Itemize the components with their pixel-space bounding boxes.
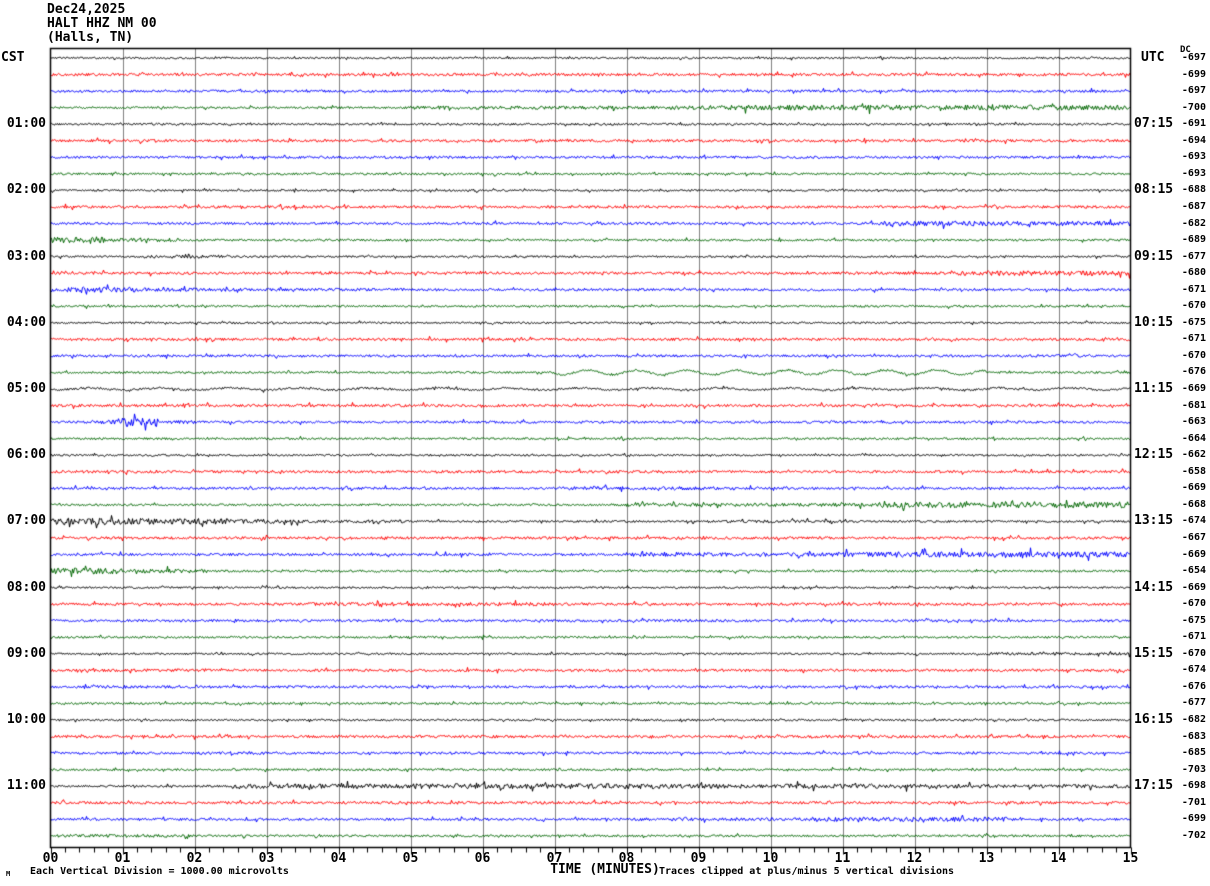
dc-value-row-27: -668: [1181, 498, 1206, 510]
x-tick-label-04: 04: [330, 851, 347, 866]
x-tick-label-10: 10: [762, 851, 779, 866]
cst-label-09:00: 09:00: [6, 645, 46, 661]
left-axis-header: CST: [1, 50, 25, 65]
dc-value-row-16: -675: [1181, 316, 1206, 328]
dc-value-row-24: -662: [1181, 449, 1206, 461]
dc-value-row-46: -699: [1181, 813, 1206, 825]
vertical-division-note: Each Vertical Division = 1000.00 microvo…: [30, 866, 289, 877]
utc-label-14:15: 14:15: [1134, 579, 1174, 595]
dc-value-row-36: -670: [1181, 647, 1206, 659]
x-tick-label-14: 14: [1050, 851, 1067, 866]
x-tick-label-03: 03: [258, 851, 275, 866]
dc-value-row-44: -698: [1181, 780, 1206, 792]
x-tick-label-12: 12: [906, 851, 923, 866]
dc-value-row-28: -674: [1181, 515, 1206, 527]
dc-value-row-20: -669: [1181, 383, 1206, 394]
x-tick-label-09: 09: [690, 851, 707, 866]
dc-value-row-4: -691: [1181, 118, 1206, 130]
cst-label-05:00: 05:00: [6, 381, 46, 396]
dc-value-row-12: -677: [1181, 250, 1206, 262]
dc-value-row-39: -677: [1181, 697, 1206, 709]
utc-label-13:15: 13:15: [1134, 513, 1174, 529]
utc-label-16:15: 16:15: [1134, 712, 1174, 727]
dc-value-row-14: -671: [1181, 283, 1206, 295]
dc-value-row-7: -693: [1181, 167, 1206, 179]
dc-value-row-37: -674: [1181, 664, 1206, 676]
dc-value-row-32: -669: [1181, 581, 1206, 593]
dc-value-row-11: -689: [1181, 234, 1206, 246]
utc-label-09:15: 09:15: [1134, 248, 1174, 264]
dc-value-row-43: -703: [1181, 763, 1206, 775]
dc-value-row-21: -681: [1181, 399, 1206, 411]
dc-value-row-18: -670: [1181, 349, 1206, 361]
utc-label-10:15: 10:15: [1134, 314, 1174, 330]
dc-value-row-6: -693: [1181, 151, 1206, 163]
x-tick-label-13: 13: [978, 851, 995, 866]
x-tick-label-02: 02: [186, 851, 203, 866]
dc-value-row-26: -669: [1181, 482, 1206, 494]
dc-value-row-23: -664: [1181, 432, 1206, 444]
cst-label-01:00: 01:00: [6, 116, 46, 132]
title-date: Dec24,2025: [47, 2, 126, 17]
utc-label-15:15: 15:15: [1134, 645, 1174, 661]
corner-mark: M: [6, 870, 11, 878]
dc-value-row-13: -680: [1181, 267, 1206, 279]
dc-value-row-9: -687: [1181, 200, 1206, 212]
dc-value-row-34: -675: [1181, 614, 1206, 626]
x-tick-label-05: 05: [402, 851, 419, 866]
title-station: HALT HHZ NM 00: [47, 16, 157, 31]
x-tick-label-00: 00: [42, 851, 59, 866]
x-axis-title: TIME (MINUTES): [550, 862, 660, 877]
dc-value-row-17: -671: [1181, 333, 1206, 345]
utc-label-17:15: 17:15: [1134, 778, 1174, 794]
cst-label-04:00: 04:00: [6, 314, 46, 330]
x-tick-label-01: 01: [114, 851, 131, 866]
dc-value-row-45: -701: [1181, 796, 1206, 808]
utc-label-08:15: 08:15: [1134, 182, 1174, 198]
cst-label-10:00: 10:00: [6, 712, 46, 727]
dc-value-row-38: -676: [1181, 680, 1206, 692]
dc-value-row-8: -688: [1181, 184, 1206, 196]
dc-value-row-41: -683: [1181, 730, 1206, 742]
dc-value-row-0: -697: [1181, 52, 1206, 63]
utc-label-12:15: 12:15: [1134, 447, 1174, 463]
title-location: (Halls, TN): [47, 30, 134, 45]
dc-value-row-3: -700: [1181, 101, 1206, 113]
dc-value-row-31: -654: [1181, 565, 1206, 577]
dc-value-row-35: -671: [1181, 631, 1206, 643]
x-tick-label-15: 15: [1122, 851, 1139, 866]
dc-value-row-40: -682: [1181, 714, 1206, 725]
dc-value-row-15: -670: [1181, 300, 1206, 312]
dc-value-row-19: -676: [1181, 366, 1206, 378]
clipping-note: Traces clipped at plus/minus 5 vertical …: [659, 866, 955, 877]
cst-label-07:00: 07:00: [6, 513, 46, 529]
dc-value-row-33: -670: [1181, 598, 1206, 610]
x-tick-label-08: 08: [618, 851, 635, 866]
cst-label-03:00: 03:00: [6, 248, 46, 264]
dc-value-row-30: -669: [1181, 548, 1206, 560]
dc-value-row-2: -697: [1181, 85, 1206, 97]
cst-label-06:00: 06:00: [6, 447, 46, 463]
dc-value-row-10: -682: [1181, 217, 1206, 229]
utc-label-11:15: 11:15: [1134, 381, 1174, 396]
x-tick-label-07: 07: [546, 851, 563, 866]
cst-label-11:00: 11:00: [6, 778, 46, 794]
x-tick-label-06: 06: [474, 851, 491, 866]
dc-value-row-42: -685: [1181, 747, 1206, 759]
dc-value-row-1: -699: [1181, 68, 1206, 80]
cst-label-08:00: 08:00: [6, 579, 46, 595]
utc-label-07:15: 07:15: [1134, 116, 1174, 132]
right-axis-header: UTC: [1141, 50, 1165, 65]
dc-value-row-25: -658: [1181, 465, 1206, 477]
dc-value-row-29: -667: [1181, 531, 1206, 543]
x-tick-label-11: 11: [834, 851, 851, 866]
dc-value-row-5: -694: [1181, 134, 1206, 146]
dc-value-row-22: -663: [1181, 416, 1206, 428]
dc-column-header: DC: [1180, 45, 1191, 55]
dc-value-row-47: -702: [1181, 829, 1206, 841]
cst-label-02:00: 02:00: [6, 182, 46, 198]
